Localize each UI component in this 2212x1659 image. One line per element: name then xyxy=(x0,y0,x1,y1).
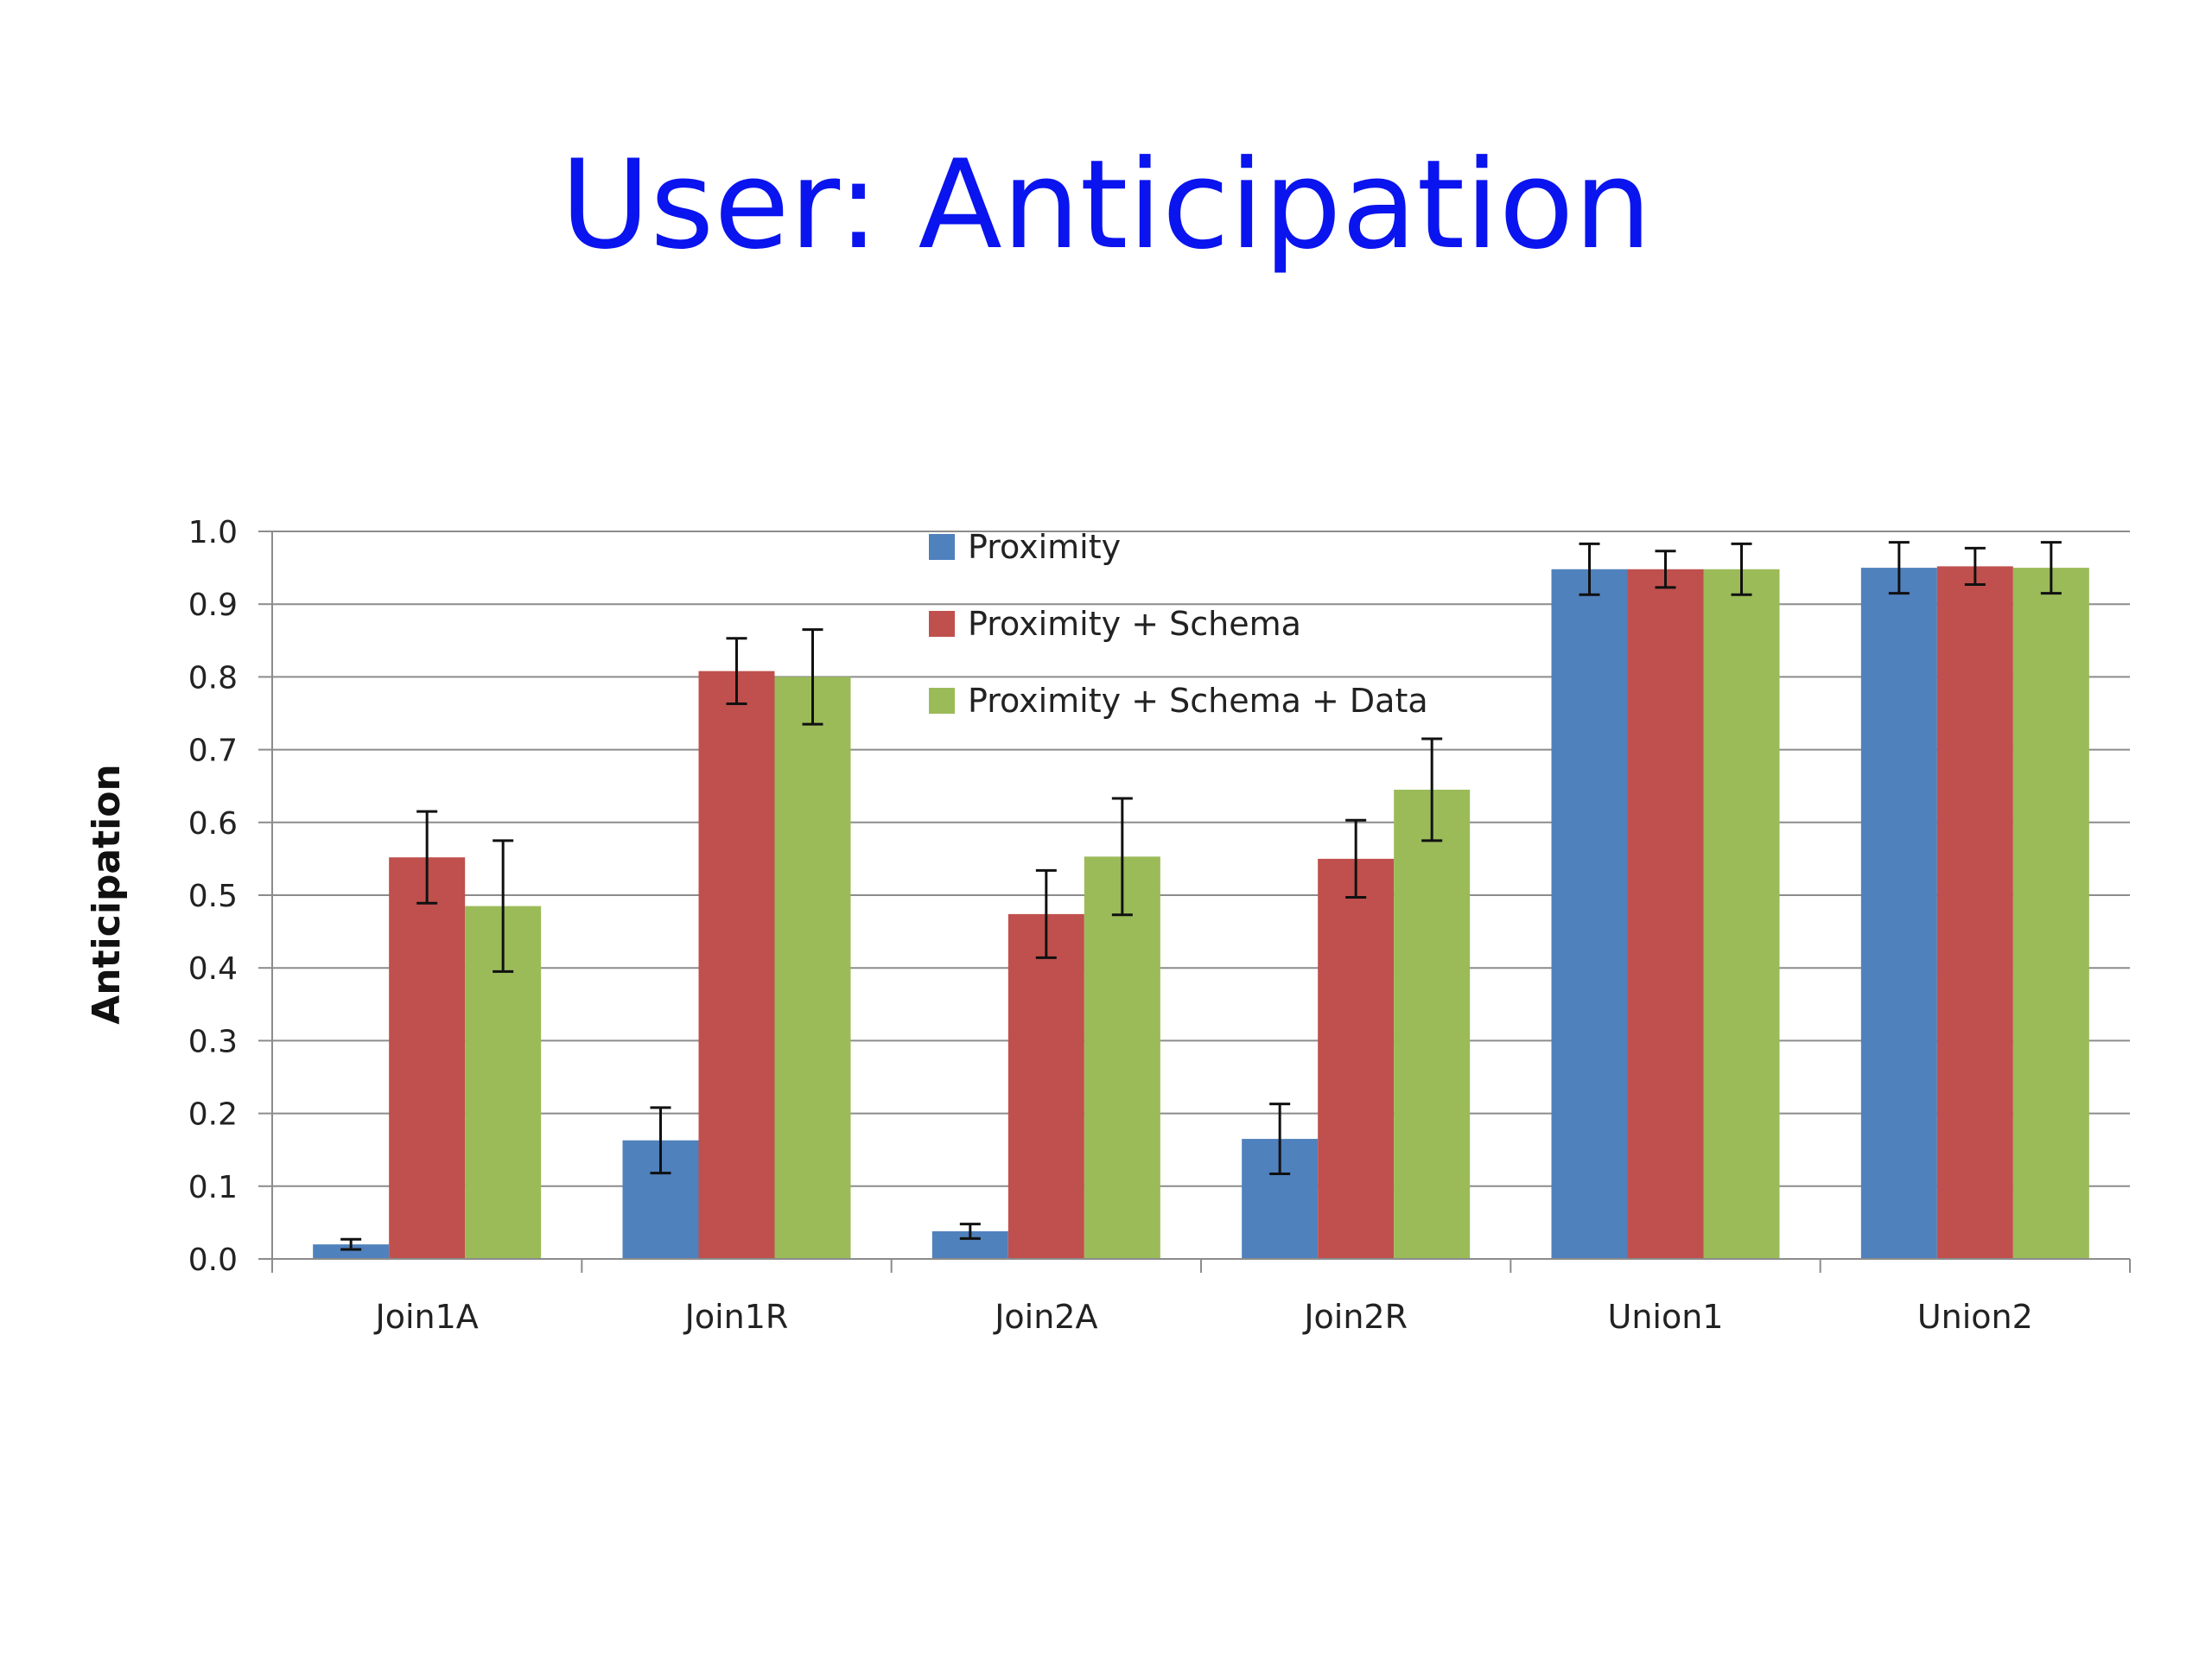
bars xyxy=(313,566,2089,1259)
bar xyxy=(389,857,466,1259)
x-tick-label: Union1 xyxy=(1608,1298,1724,1336)
x-tick-label: Join2R xyxy=(1302,1298,1408,1336)
grid-lines xyxy=(272,531,2130,1187)
y-tick-label: 0.1 xyxy=(188,1170,238,1205)
bar xyxy=(2012,568,2089,1259)
bar xyxy=(1703,569,1780,1259)
y-tick-label: 0.8 xyxy=(188,660,238,696)
bar xyxy=(313,1244,390,1259)
x-tick-label: Union2 xyxy=(1917,1298,2033,1336)
x-tick-label: Join1R xyxy=(683,1298,789,1336)
y-tick-label: 0.6 xyxy=(188,806,238,842)
x-tick-label: Join1A xyxy=(374,1298,479,1336)
legend-swatch xyxy=(929,688,955,714)
bar xyxy=(1007,913,1084,1259)
y-tick-label: 0.5 xyxy=(188,879,238,914)
bar xyxy=(1551,569,1628,1259)
bar xyxy=(1627,569,1704,1259)
error-bars xyxy=(340,541,2062,1251)
y-tick-label: 0.9 xyxy=(188,588,238,623)
bar xyxy=(1318,858,1395,1259)
legend-label: Proximity + Schema + Data xyxy=(968,682,1428,720)
slide-title: User: Anticipation xyxy=(560,134,1652,276)
bar xyxy=(698,671,775,1259)
x-tick-label: Join2A xyxy=(993,1298,1097,1336)
bar xyxy=(1936,566,2013,1259)
legend-label: Proximity + Schema xyxy=(968,605,1301,643)
y-axis-title: Anticipation xyxy=(85,764,129,1025)
y-tick-label: 0.4 xyxy=(188,951,238,987)
y-tick-label: 0.2 xyxy=(188,1097,238,1133)
axes: 0.0 0.1 0.2 0.3 0.4 0.5 0.6 0.7 0.8 0.9 1.0 Join1A J… xyxy=(188,515,2131,1336)
legend-swatch xyxy=(929,611,955,637)
bar xyxy=(1394,789,1471,1259)
legend: Proximity Proximity + Schema Proximity + S… xyxy=(929,528,1428,720)
y-tick-label: 0.0 xyxy=(188,1243,238,1278)
y-tick-label: 1.0 xyxy=(188,515,238,550)
y-tick-label: 0.3 xyxy=(188,1024,238,1059)
bar xyxy=(1084,856,1160,1259)
legend-swatch xyxy=(929,534,955,560)
bar xyxy=(1860,568,1937,1259)
y-tick-label: 0.7 xyxy=(188,734,238,769)
bar xyxy=(774,677,851,1259)
legend-label: Proximity xyxy=(968,528,1121,566)
